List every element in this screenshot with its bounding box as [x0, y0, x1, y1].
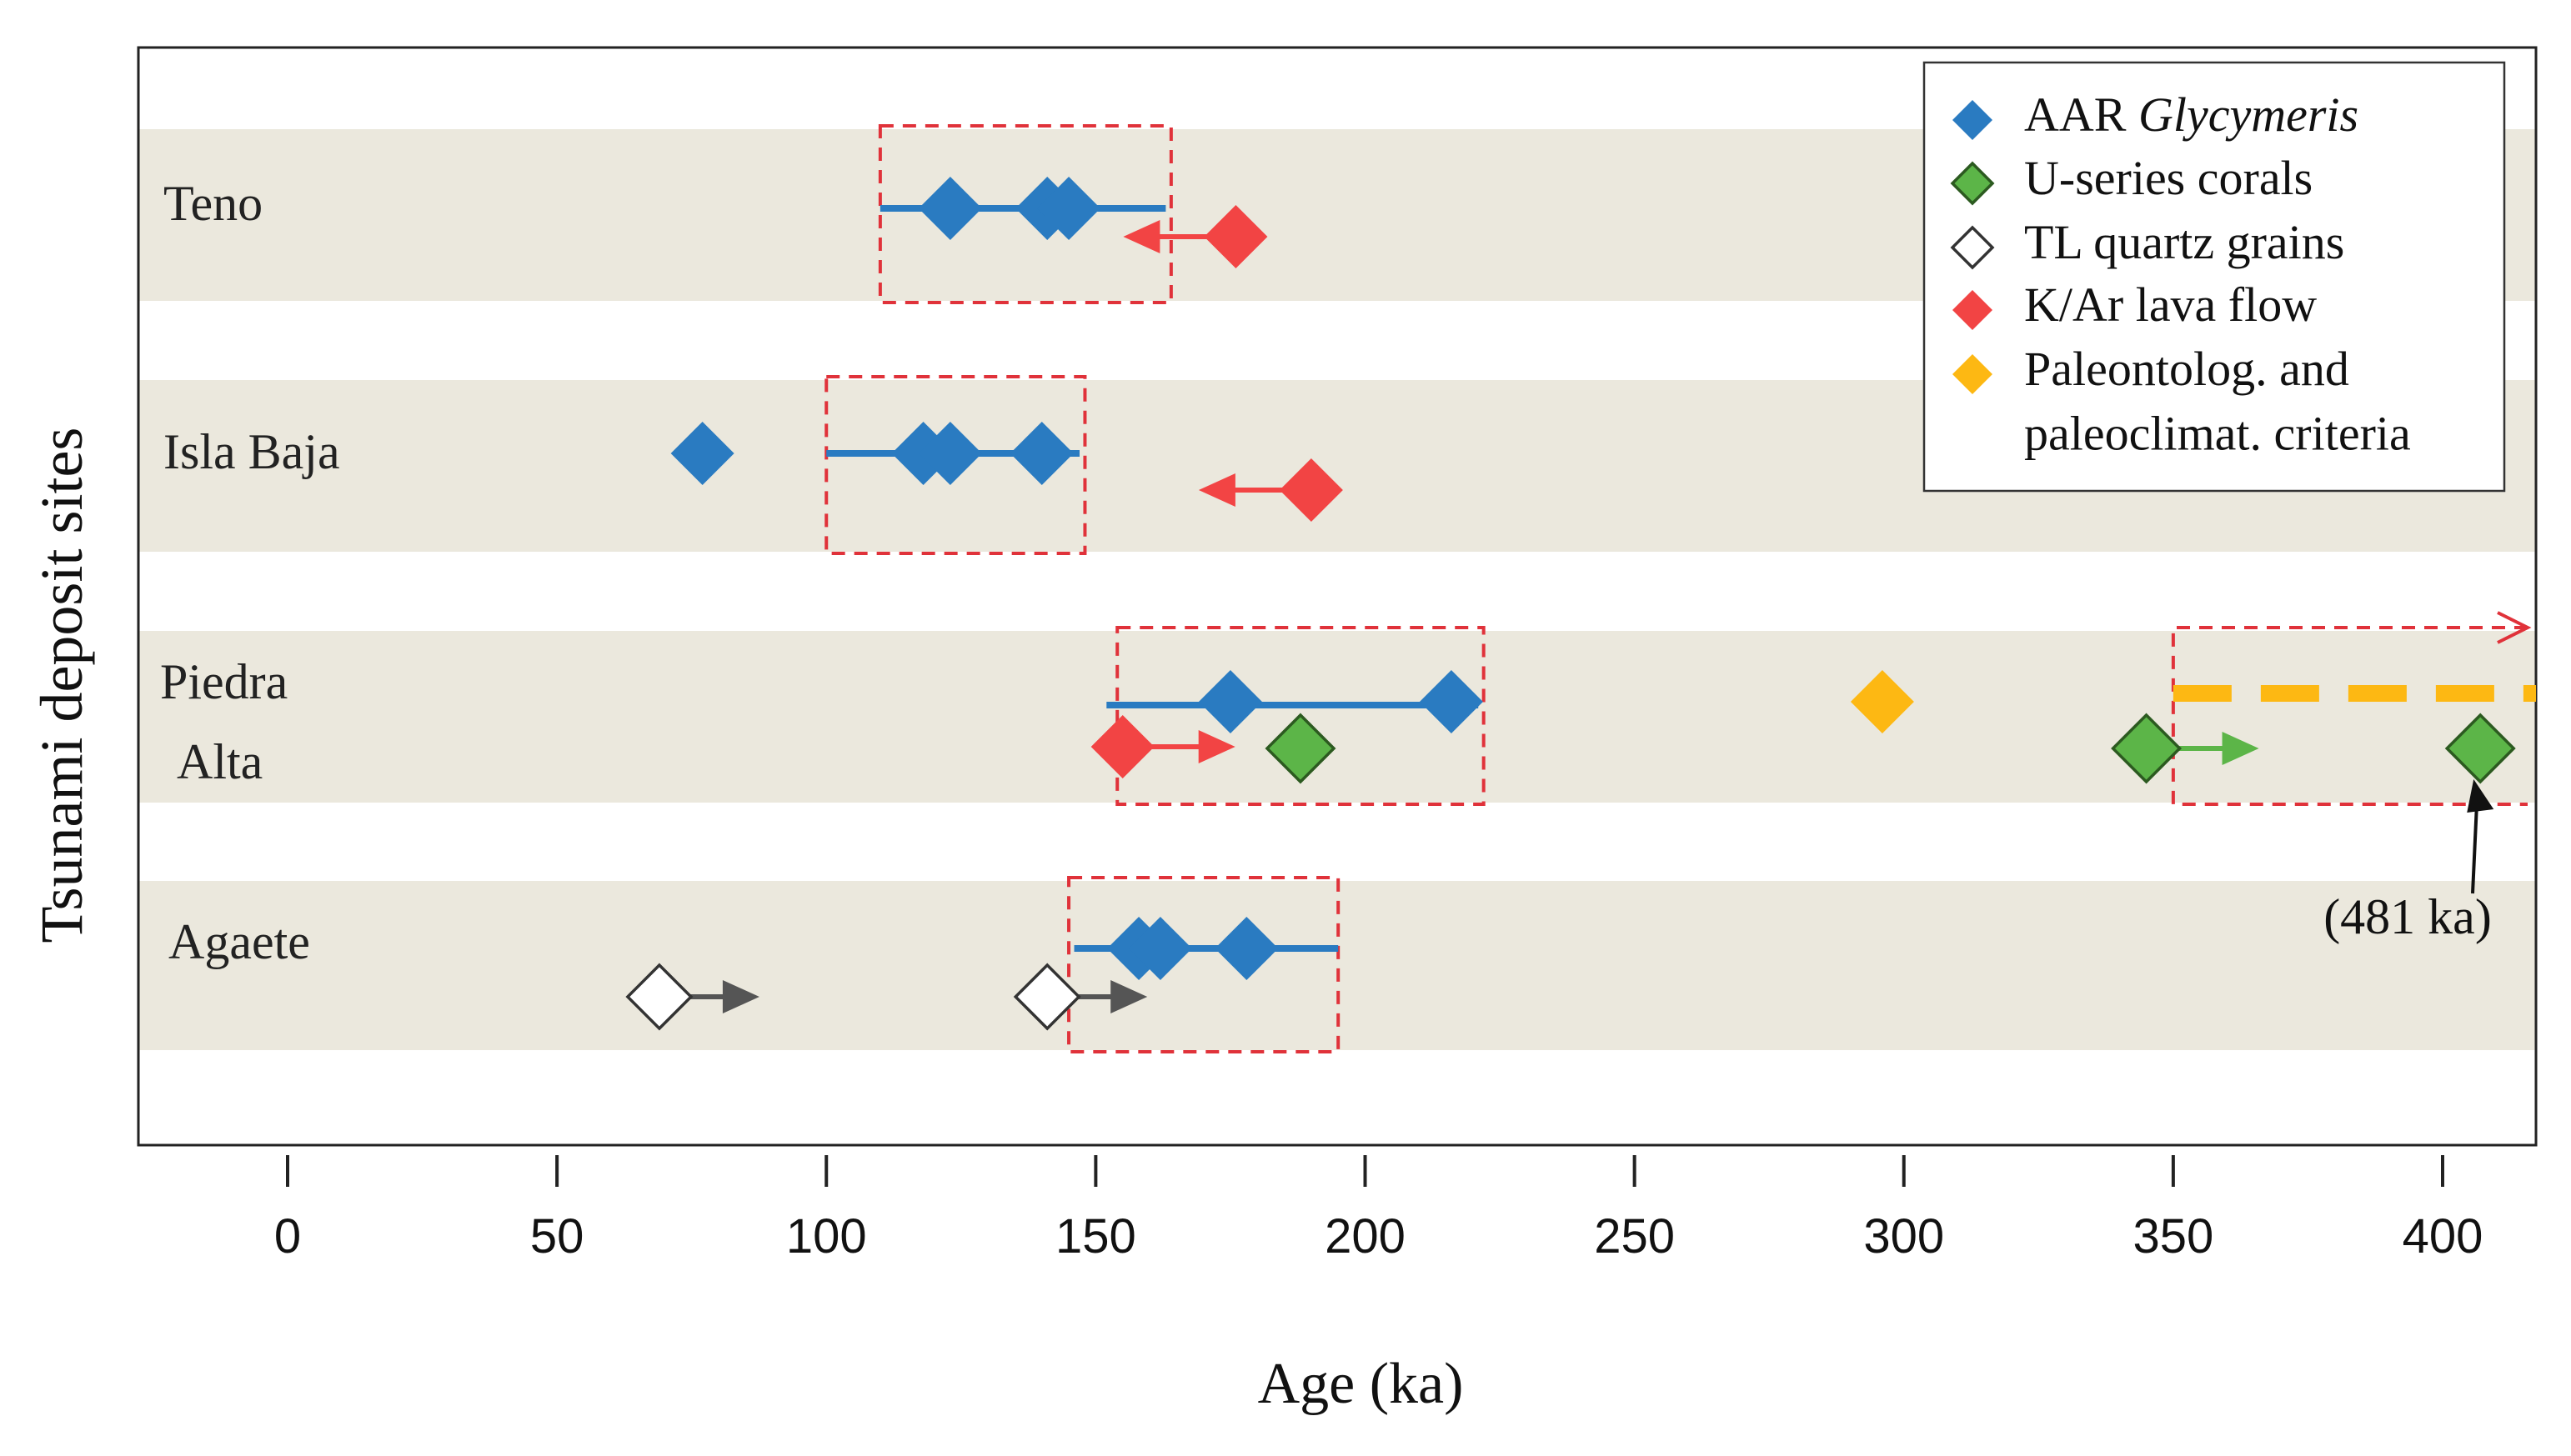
- site-label: Piedra: [160, 654, 288, 709]
- tl-point: [625, 963, 694, 1031]
- legend-marker-tl: [1950, 225, 1995, 270]
- legend-label-tl: TL quartz grains: [2024, 215, 2344, 269]
- site-label: Agaete: [168, 914, 310, 969]
- x-tick-label: 250: [1594, 1209, 1675, 1263]
- aar-point: [1215, 917, 1279, 980]
- kar-arrow-left-head: [1198, 473, 1235, 507]
- x-tick-label: 400: [2403, 1209, 2483, 1263]
- aar-point: [1419, 670, 1483, 733]
- x-tick-label: 100: [786, 1209, 867, 1263]
- aar-point: [1198, 670, 1262, 733]
- aar-point: [1128, 917, 1192, 980]
- useries-point: [2111, 713, 2183, 784]
- site-band-piedra-alta: [138, 631, 2536, 803]
- legend-marker-kar: [1952, 290, 1992, 330]
- age-box: [1115, 626, 1486, 806]
- x-tick-label: 50: [530, 1209, 584, 1263]
- kar-arrow-left-head: [1123, 220, 1160, 253]
- x-tick-label: 300: [1863, 1209, 1944, 1263]
- legend-label-paleo-line2: paleoclimat. criteria: [2024, 406, 2411, 460]
- legend-label-aar: AAR Glycymeris: [2024, 88, 2358, 142]
- site-label: Alta: [177, 734, 263, 789]
- aar-point: [1037, 177, 1101, 240]
- site-label: Teno: [163, 176, 263, 231]
- age-box: [824, 375, 1087, 555]
- aar-point: [1010, 422, 1074, 485]
- kar-point: [1204, 205, 1268, 268]
- annotation-arrow-head: [2467, 779, 2494, 813]
- aar-point: [670, 422, 734, 485]
- kar-point: [1279, 458, 1343, 522]
- plot-frame: [137, 46, 2538, 1147]
- useries-point: [2444, 713, 2516, 784]
- x-tick-label: 350: [2132, 1209, 2213, 1263]
- y-axis-title: Tsunami deposit sites: [28, 428, 95, 943]
- aar-point: [918, 422, 982, 485]
- x-tick-label: 150: [1055, 1209, 1136, 1263]
- paleo-point: [1850, 670, 1914, 733]
- kar-point: [1090, 715, 1155, 778]
- useries-arrow-right-head: [2222, 732, 2259, 765]
- useries-point: [1265, 713, 1336, 784]
- kar-arrow-right-head: [1198, 730, 1235, 763]
- x-tick-label: 200: [1325, 1209, 1406, 1263]
- x-tick-label: 0: [274, 1209, 301, 1263]
- age-box: [878, 124, 1173, 304]
- age-box-open: [2171, 626, 2528, 806]
- site-label: Isla Baja: [163, 424, 340, 479]
- legend-label-useries: U-series corals: [2024, 151, 2313, 205]
- legend-label-paleo: Paleontolog. and: [2024, 342, 2349, 396]
- tl-arrow-right-head: [1110, 980, 1148, 1013]
- tl-point: [1013, 963, 1081, 1031]
- age-box: [1067, 876, 1341, 1053]
- legend-label-kar: K/Ar lava flow: [2024, 278, 2317, 332]
- legend-marker-paleo: [1952, 354, 1992, 394]
- aar-point: [918, 177, 982, 240]
- open-box-arrowhead: [2497, 611, 2532, 644]
- x-axis-title: Age (ka): [1258, 1352, 1464, 1416]
- tl-arrow-right-head: [722, 980, 759, 1013]
- legend-marker-useries: [1950, 161, 1995, 206]
- legend-marker-aar: [1952, 100, 1992, 140]
- legend-box: [1922, 61, 2506, 493]
- annotation-arrow-line: [2471, 798, 2479, 894]
- annotation-label: (481 ka): [2323, 889, 2492, 944]
